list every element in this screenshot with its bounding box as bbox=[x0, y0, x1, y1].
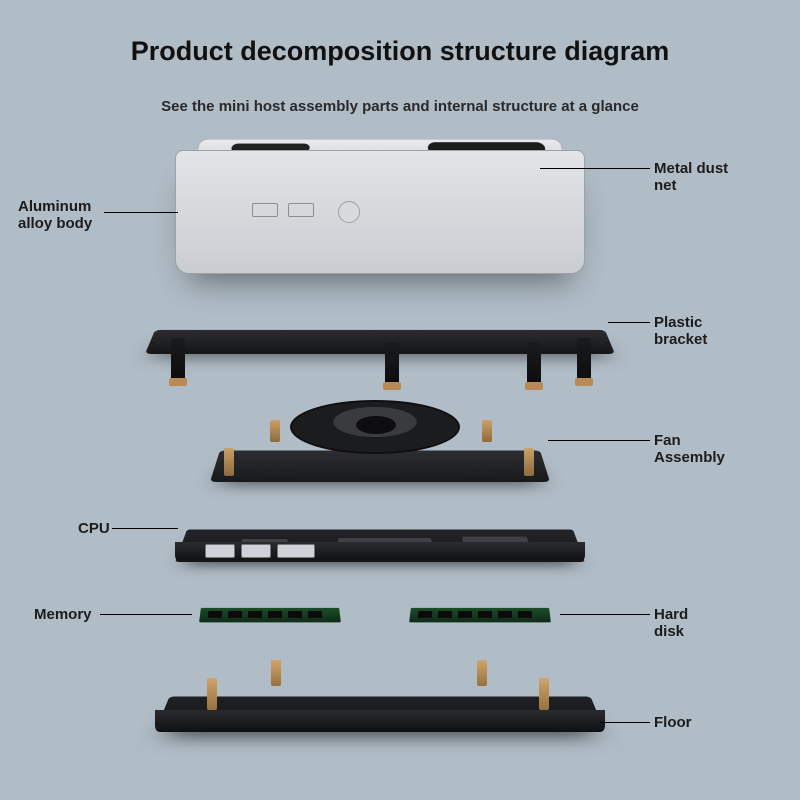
leader-line bbox=[608, 322, 650, 323]
aluminum-alloy-body bbox=[175, 150, 585, 274]
leader-line bbox=[548, 440, 650, 441]
io-port bbox=[205, 544, 235, 558]
bracket-leg bbox=[577, 338, 591, 380]
fan-standoff bbox=[482, 420, 492, 442]
label-memory: Memory bbox=[34, 606, 92, 623]
leader-line bbox=[540, 168, 650, 169]
bracket-foot bbox=[575, 378, 593, 386]
floor-standoff bbox=[477, 660, 487, 686]
leader-line bbox=[112, 528, 178, 529]
label-floor: Floor bbox=[654, 714, 692, 731]
sodimm-module bbox=[199, 608, 341, 623]
ram-chip bbox=[458, 611, 472, 618]
bracket-plate bbox=[145, 330, 615, 354]
fan-standoff bbox=[224, 448, 234, 476]
ram-chip bbox=[438, 611, 452, 618]
front-usb-port bbox=[252, 203, 278, 217]
layer-floor bbox=[155, 664, 605, 764]
leader-line bbox=[600, 722, 650, 723]
fan-baseplate bbox=[210, 450, 550, 482]
bracket-leg bbox=[527, 342, 541, 384]
layer-memory-storage bbox=[190, 594, 570, 654]
bracket-foot bbox=[169, 378, 187, 386]
ram-chip bbox=[418, 611, 433, 618]
leader-line bbox=[560, 614, 650, 615]
ram-chip bbox=[478, 611, 492, 618]
floor-standoff bbox=[271, 660, 281, 686]
layer-plastic-bracket bbox=[145, 310, 615, 388]
leader-line bbox=[100, 614, 192, 615]
label-fan-assembly: Fan Assembly bbox=[654, 432, 725, 467]
label-hard-disk: Hard disk bbox=[654, 606, 688, 641]
ram-chip bbox=[498, 611, 512, 618]
label-plastic-bracket: Plastic bracket bbox=[654, 314, 707, 349]
layer-chassis bbox=[175, 128, 585, 288]
motherboard-edge bbox=[175, 542, 585, 560]
fan-standoff bbox=[270, 420, 280, 442]
layer-fan-assembly bbox=[210, 404, 550, 488]
floor-edge bbox=[155, 710, 605, 732]
front-usb-port bbox=[288, 203, 314, 217]
ram-chip bbox=[518, 611, 533, 618]
fan-hub bbox=[356, 416, 396, 434]
bracket-foot bbox=[525, 382, 543, 390]
label-metal-dust-net: Metal dust net bbox=[654, 160, 728, 195]
io-port bbox=[277, 544, 315, 558]
floor-standoff bbox=[539, 678, 549, 710]
power-button-icon bbox=[338, 201, 360, 223]
label-aluminum-body: Aluminum alloy body bbox=[18, 198, 92, 233]
sodimm-module bbox=[409, 608, 551, 623]
label-cpu: CPU bbox=[78, 520, 110, 537]
floor-standoff bbox=[207, 678, 217, 710]
fan-standoff bbox=[524, 448, 534, 476]
io-port bbox=[241, 544, 271, 558]
layer-motherboard bbox=[175, 500, 585, 580]
ram-chip bbox=[228, 611, 242, 618]
bracket-leg bbox=[385, 342, 399, 384]
leader-line bbox=[104, 212, 178, 213]
bracket-leg bbox=[171, 338, 185, 380]
exploded-view-stage: Aluminum alloy body Metal dust net Plast… bbox=[0, 0, 800, 800]
ram-chip bbox=[308, 611, 323, 618]
ram-chip bbox=[208, 611, 223, 618]
bracket-foot bbox=[383, 382, 401, 390]
ram-chip bbox=[288, 611, 302, 618]
ram-chip bbox=[268, 611, 282, 618]
ram-chip bbox=[248, 611, 262, 618]
